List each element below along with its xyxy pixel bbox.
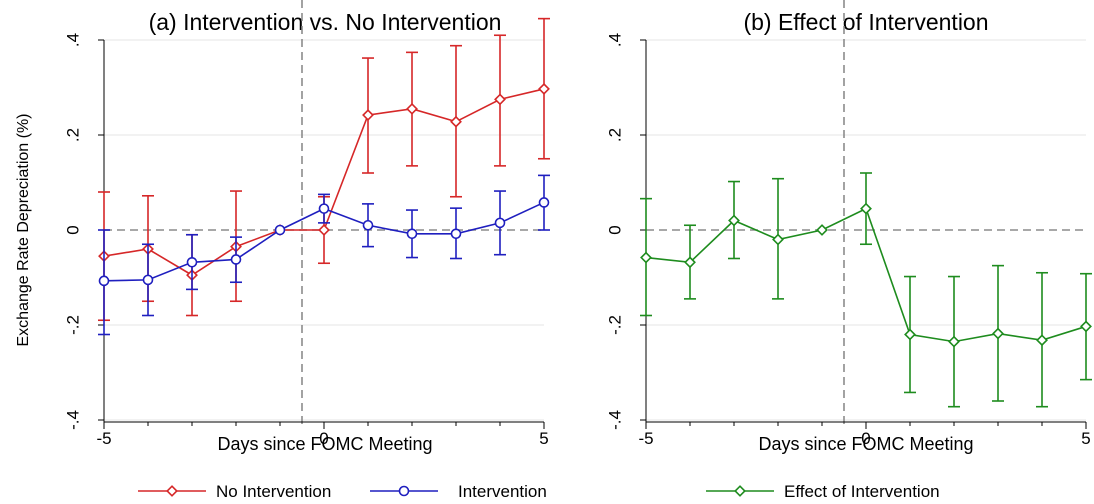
no-intervention-point bbox=[538, 82, 550, 95]
intervention-point bbox=[450, 228, 462, 240]
panel-a-x-axis-label: Days since FOMC Meeting bbox=[217, 434, 432, 454]
panel-b-y-tick-label: .4 bbox=[605, 33, 624, 47]
panel-a-y-tick-label: 0 bbox=[63, 225, 82, 234]
intervention-point bbox=[230, 254, 242, 265]
panel-b-title: (b) Effect of Intervention bbox=[743, 9, 988, 35]
panel-a-y-tick-label: .4 bbox=[63, 33, 82, 47]
panel-b-x-tick-label: 5 bbox=[1081, 429, 1090, 448]
panel-a-x-tick-label: 5 bbox=[539, 429, 548, 448]
intervention-point bbox=[142, 274, 154, 286]
effect-of-intervention-point bbox=[772, 233, 784, 246]
panel-b-y-tick-label: .2 bbox=[605, 128, 624, 142]
no-intervention-point bbox=[494, 93, 506, 106]
panel-b-chart: (b) Effect of Intervention -.4 -.2 0 .2 .4 -5 0… bbox=[605, 0, 1092, 501]
panel-a-y-tick-label: .2 bbox=[63, 128, 82, 142]
no-intervention-point bbox=[406, 102, 418, 115]
intervention-legend-marker bbox=[398, 485, 410, 497]
effect-of-intervention-point bbox=[1036, 334, 1048, 347]
panel-a-x-tick-label: -5 bbox=[96, 429, 111, 448]
no-intervention-point bbox=[318, 224, 330, 236]
intervention-point bbox=[98, 275, 110, 287]
effect-of-intervention-point bbox=[816, 224, 828, 236]
effect-of-intervention-point bbox=[728, 214, 740, 227]
effect-of-intervention-legend-label: Effect of Intervention bbox=[784, 482, 940, 501]
effect-of-intervention-point bbox=[684, 256, 696, 269]
panel-b-y-tick-label: 0 bbox=[605, 225, 624, 234]
intervention-point bbox=[186, 256, 198, 268]
effect-of-intervention-point bbox=[640, 251, 652, 264]
panel-a-x-tick-label: 0 bbox=[319, 429, 328, 448]
intervention-point bbox=[362, 219, 374, 231]
panel-b-x-tick-label: 0 bbox=[861, 429, 870, 448]
panel-b-x-axis-label: Days since FOMC Meeting bbox=[758, 434, 973, 454]
intervention-point bbox=[406, 228, 418, 240]
panel-a-y-tick-label: -.2 bbox=[63, 315, 82, 335]
panel-b-y-tick-label: -.2 bbox=[605, 315, 624, 335]
panel-b-y-tick-label: -.4 bbox=[605, 410, 624, 430]
no-intervention-legend-label: No Intervention bbox=[216, 482, 331, 501]
effect-of-intervention-point bbox=[1080, 320, 1092, 333]
effect-of-intervention-point bbox=[992, 327, 1004, 340]
intervention-point bbox=[274, 224, 286, 236]
panel-b-x-tick-label: -5 bbox=[638, 429, 653, 448]
effect-of-intervention-point bbox=[948, 335, 960, 348]
no-intervention-point bbox=[450, 115, 462, 128]
effect-of-intervention-legend-marker bbox=[734, 485, 746, 497]
no-intervention-point bbox=[362, 109, 374, 121]
intervention-legend-label: Intervention bbox=[458, 482, 547, 501]
intervention-point bbox=[538, 197, 550, 208]
no-intervention-legend-marker bbox=[166, 485, 178, 497]
intervention-point bbox=[318, 203, 330, 214]
panel-a-chart: (a) Intervention vs. No Intervention-.4-… bbox=[15, 0, 550, 501]
intervention-point bbox=[494, 217, 506, 229]
panel-a-y-tick-label: -.4 bbox=[63, 410, 82, 430]
panel-a-y-axis-label: Exchange Rate Depreciation (%) bbox=[15, 113, 32, 346]
effect-of-intervention-point bbox=[860, 202, 872, 215]
panel-a-title: (a) Intervention vs. No Intervention bbox=[149, 9, 502, 35]
effect-of-intervention-point bbox=[904, 328, 916, 341]
